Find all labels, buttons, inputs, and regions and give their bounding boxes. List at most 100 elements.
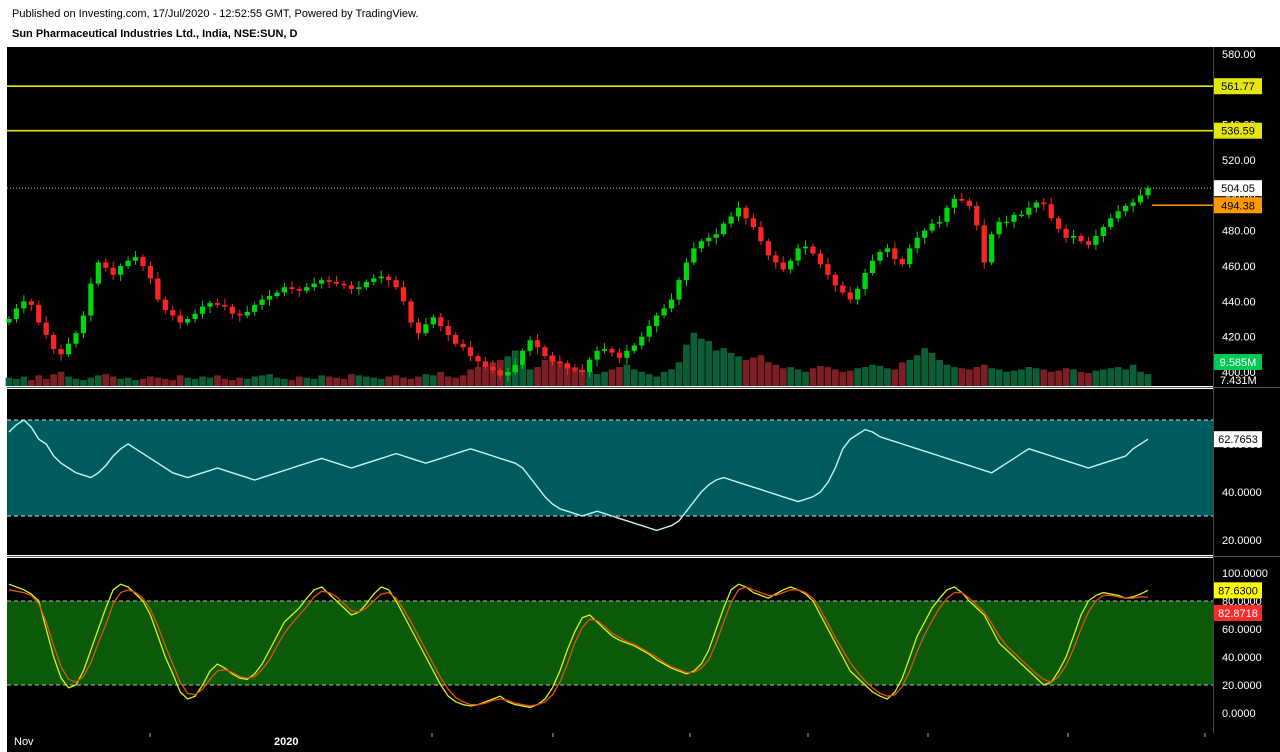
candle-body [974, 205, 980, 226]
hline-label-0: 561.77 [1221, 81, 1255, 93]
rsi-value-label: 62.7653 [1218, 434, 1258, 446]
candle-body [177, 315, 183, 323]
candle-body [773, 255, 779, 263]
volume-bar [1137, 371, 1144, 386]
volume-bar [139, 378, 147, 386]
candle-body [453, 334, 459, 344]
hline-label-0-bg [1214, 78, 1262, 95]
volume-bar [973, 367, 981, 386]
volume-bar [586, 371, 594, 386]
candle-body [951, 198, 958, 208]
candle-body [668, 299, 675, 309]
volume-bar [1018, 369, 1025, 386]
volume-bar [1040, 369, 1048, 386]
stoch-series-0 [8, 583, 1149, 709]
candle-body [386, 276, 392, 281]
candle-body [780, 262, 786, 270]
volume-bar [601, 371, 608, 386]
volume-bar [995, 369, 1003, 386]
volume-bar [176, 375, 184, 386]
candle-body [445, 326, 451, 335]
candle-body [512, 364, 518, 372]
candle-body [423, 324, 429, 334]
candle-body [103, 262, 109, 268]
candle-body [1070, 235, 1077, 238]
volume-bar [147, 376, 154, 386]
volume-bar [206, 377, 214, 386]
candle-body [899, 258, 905, 265]
volume-bar [273, 377, 281, 386]
candle-body [393, 280, 399, 288]
candle-body [13, 308, 20, 319]
volume-bar [154, 377, 162, 386]
volume-bar [370, 377, 378, 386]
volume-bar [869, 364, 876, 386]
candle-body [743, 207, 749, 219]
volume-bar [258, 375, 266, 386]
candle-body [810, 246, 816, 254]
candle-body [661, 308, 667, 316]
candle-body [884, 248, 891, 252]
candle-body [1041, 202, 1047, 205]
candle-body [467, 347, 474, 357]
candle-body [266, 296, 273, 300]
candle-body [1018, 214, 1025, 216]
volume-bar [288, 380, 296, 386]
volume-label: 9.585M [1220, 357, 1257, 369]
stoch-tick: 100.0000 [1222, 568, 1268, 580]
volume-bar [161, 378, 169, 386]
candle-body [281, 287, 288, 293]
volume-bar [839, 371, 847, 386]
candle-body [192, 313, 198, 319]
candle-body [914, 237, 920, 249]
candle-body [609, 349, 615, 353]
candle-body [907, 248, 913, 265]
candle-body [341, 283, 347, 286]
volume-bar [809, 368, 817, 386]
volume-bar [578, 369, 586, 386]
stoch-tick: 60.0000 [1222, 624, 1262, 636]
candle-body [981, 225, 987, 263]
volume-bar [1003, 371, 1010, 386]
candle-body [65, 343, 72, 355]
level-marker-label-bg [1214, 197, 1262, 214]
candle-body [185, 319, 191, 323]
candle-body [817, 253, 824, 265]
volume-bar [943, 364, 951, 386]
candle-body [415, 322, 422, 334]
volume-bar [57, 371, 65, 386]
candle-body [21, 301, 27, 309]
candle-body [869, 260, 876, 274]
candle-body [356, 287, 362, 289]
volume-bar [742, 359, 750, 386]
price-tick: 580.00 [1222, 49, 1256, 61]
volume-bar [5, 377, 13, 386]
volume-bar [898, 362, 906, 386]
rsi-tick: 40.0000 [1222, 487, 1262, 499]
candle-body [1078, 235, 1084, 242]
volume-bar [318, 375, 326, 386]
price-tick: 460.00 [1222, 261, 1256, 273]
candle-body [162, 299, 168, 311]
volume-bar [645, 374, 653, 386]
candle-body [750, 218, 757, 228]
candle-body [274, 292, 280, 297]
volume-bar [467, 369, 474, 386]
candle-body [214, 303, 221, 305]
volume-bar [1032, 368, 1040, 386]
candle-body [989, 234, 995, 263]
candle-body [207, 303, 213, 307]
stoch-tick: 20.0000 [1222, 680, 1262, 692]
candle-body [58, 349, 64, 355]
rsi-band-fill [7, 420, 1213, 516]
volume-bar [429, 375, 437, 386]
volume-bar [817, 365, 824, 386]
candle-body [855, 288, 861, 300]
x-tick-2020: 2020 [274, 736, 298, 748]
volume-bar [65, 376, 72, 386]
stoch-band-fill [7, 601, 1213, 685]
candle-body [170, 310, 176, 316]
candle-body [825, 264, 831, 275]
candle-body [788, 260, 794, 270]
